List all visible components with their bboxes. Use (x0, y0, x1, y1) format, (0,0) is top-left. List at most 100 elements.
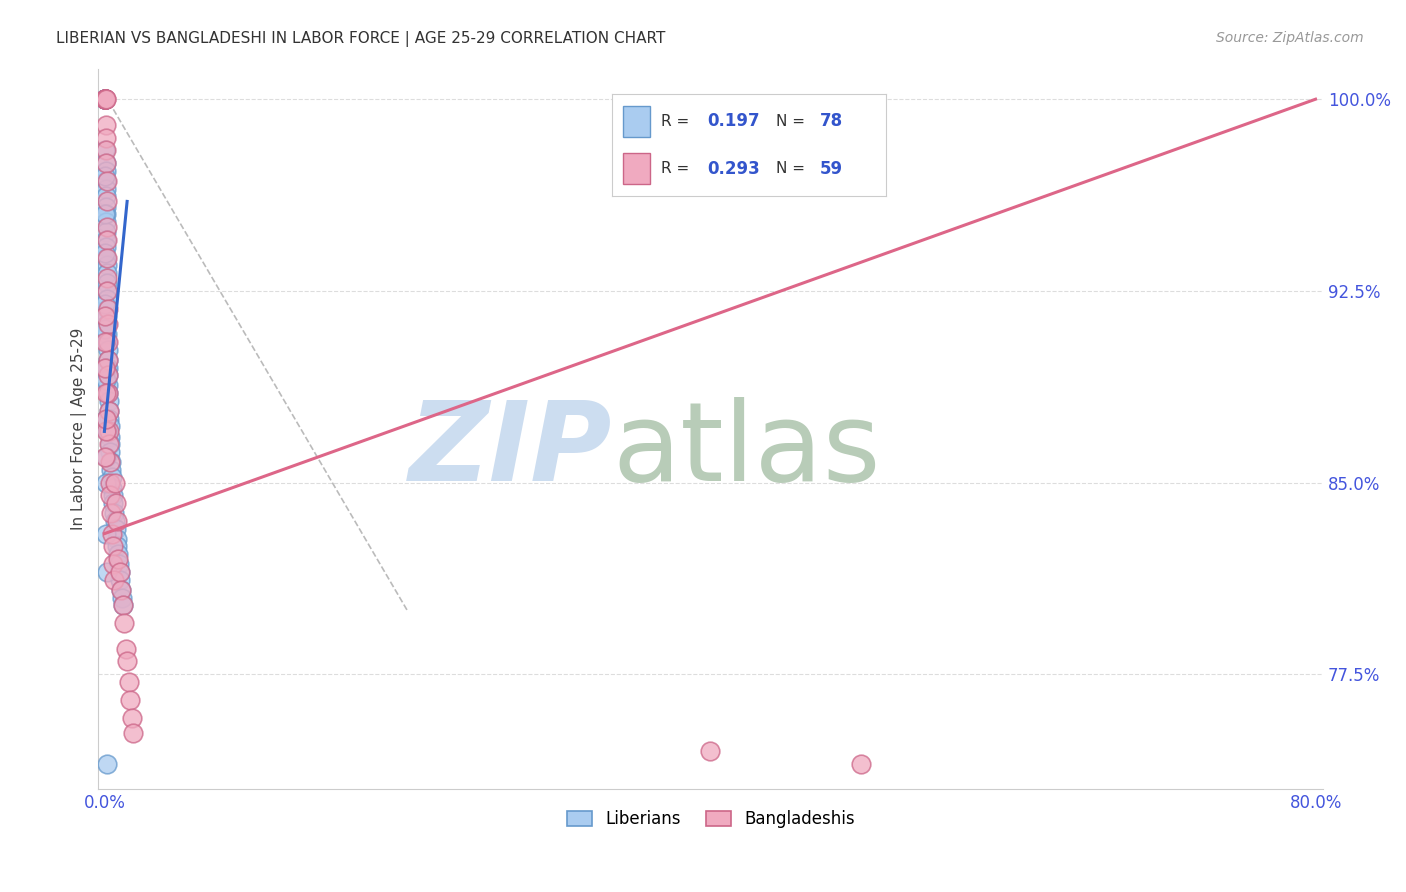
Point (107, 547, 129, 561)
Text: 59: 59 (820, 160, 844, 178)
Point (94, 92, 117, 106)
Text: R =: R = (661, 114, 695, 128)
Point (96, 266, 118, 280)
Point (100, 463, 122, 477)
Point (97, 378, 120, 392)
Point (96, 251, 118, 265)
Point (96, 174, 118, 188)
Point (94, 450, 117, 464)
Point (97, 352, 120, 367)
Point (96, 475, 118, 490)
Point (94, 92, 117, 106)
Point (94, 163, 117, 178)
Y-axis label: In Labor Force | Age 25-29: In Labor Force | Age 25-29 (72, 327, 87, 530)
Point (94, 386, 117, 401)
Point (97, 343, 120, 357)
Point (117, 674, 139, 689)
Point (104, 514, 127, 528)
Point (94, 92, 117, 106)
Point (94, 169, 117, 183)
Point (699, 744, 721, 758)
Point (94, 310, 117, 324)
Point (94, 425, 117, 439)
Point (94, 92, 117, 106)
Point (851, 756, 873, 771)
Text: N =: N = (776, 161, 810, 176)
Point (97, 334, 120, 349)
Point (94, 526, 117, 541)
Point (96, 425, 118, 439)
Text: N =: N = (776, 114, 810, 128)
Point (96, 334, 118, 349)
Point (96, 565, 118, 579)
Point (96, 310, 118, 324)
Point (94, 334, 117, 349)
Point (96, 301, 118, 316)
Point (94, 181, 117, 195)
Point (94, 92, 117, 106)
Point (97, 301, 120, 316)
Point (96, 240, 118, 254)
Point (96, 284, 118, 298)
Point (94, 92, 117, 106)
Text: atlas: atlas (613, 397, 882, 504)
Point (103, 506, 125, 520)
Point (100, 488, 122, 502)
Point (122, 726, 145, 740)
Text: 0.293: 0.293 (707, 160, 761, 178)
Point (100, 506, 122, 520)
Point (104, 522, 127, 536)
Point (98, 455, 121, 469)
Point (96, 258, 118, 272)
Point (96, 233, 118, 247)
Point (107, 552, 129, 566)
Point (97, 404, 120, 418)
Text: LIBERIAN VS BANGLADESHI IN LABOR FORCE | AGE 25-29 CORRELATION CHART: LIBERIAN VS BANGLADESHI IN LABOR FORCE |… (56, 31, 665, 47)
Point (111, 591, 134, 605)
Point (98, 437, 121, 451)
Point (96, 284, 118, 298)
Bar (623, 106, 650, 136)
Point (103, 496, 125, 510)
Point (98, 419, 121, 434)
Point (103, 573, 125, 587)
Point (97, 368, 120, 383)
Text: Source: ZipAtlas.com: Source: ZipAtlas.com (1216, 31, 1364, 45)
Text: R =: R = (661, 161, 695, 176)
Point (96, 251, 118, 265)
Text: ZIP: ZIP (409, 397, 613, 504)
Text: 78: 78 (820, 112, 844, 130)
Point (94, 92, 117, 106)
Point (94, 200, 117, 214)
Point (94, 360, 117, 375)
Point (94, 245, 117, 260)
Point (98, 475, 121, 490)
Point (111, 598, 134, 612)
Point (97, 352, 120, 367)
Point (103, 558, 125, 572)
Point (94, 156, 117, 170)
Point (97, 425, 120, 439)
Point (96, 450, 118, 464)
Point (100, 470, 122, 484)
Point (108, 565, 131, 579)
Point (97, 393, 120, 408)
Point (105, 532, 128, 546)
Point (110, 573, 132, 587)
Point (112, 616, 135, 631)
Legend: Liberians, Bangladeshis: Liberians, Bangladeshis (560, 804, 862, 835)
Point (107, 558, 129, 572)
Point (96, 219, 118, 234)
Point (105, 540, 128, 554)
Point (96, 327, 118, 342)
Point (94, 322, 117, 336)
Point (94, 360, 117, 375)
Point (96, 194, 118, 209)
Point (96, 225, 118, 239)
Point (94, 207, 117, 221)
Point (94, 411, 117, 425)
Point (121, 711, 143, 725)
Point (94, 373, 117, 387)
Point (94, 92, 117, 106)
Point (97, 360, 120, 375)
